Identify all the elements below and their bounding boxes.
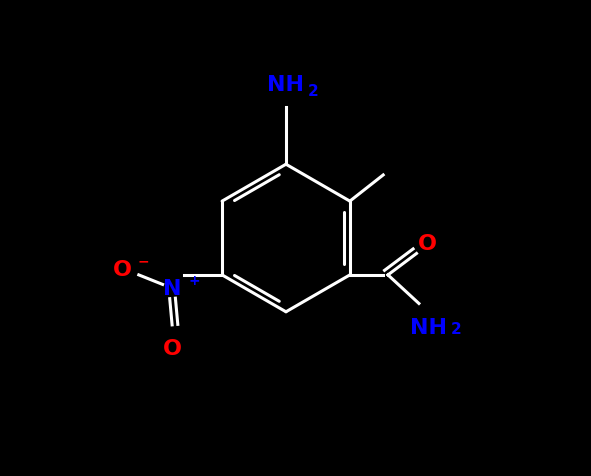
Text: NH: NH [268, 75, 304, 95]
Text: N: N [163, 279, 181, 299]
Text: −: − [137, 255, 149, 268]
Text: +: + [189, 274, 200, 288]
Text: O: O [113, 260, 132, 280]
Text: O: O [163, 339, 181, 359]
Text: 2: 2 [451, 322, 462, 337]
Text: NH: NH [410, 318, 447, 338]
Text: O: O [418, 234, 437, 254]
Text: 2: 2 [307, 84, 318, 99]
